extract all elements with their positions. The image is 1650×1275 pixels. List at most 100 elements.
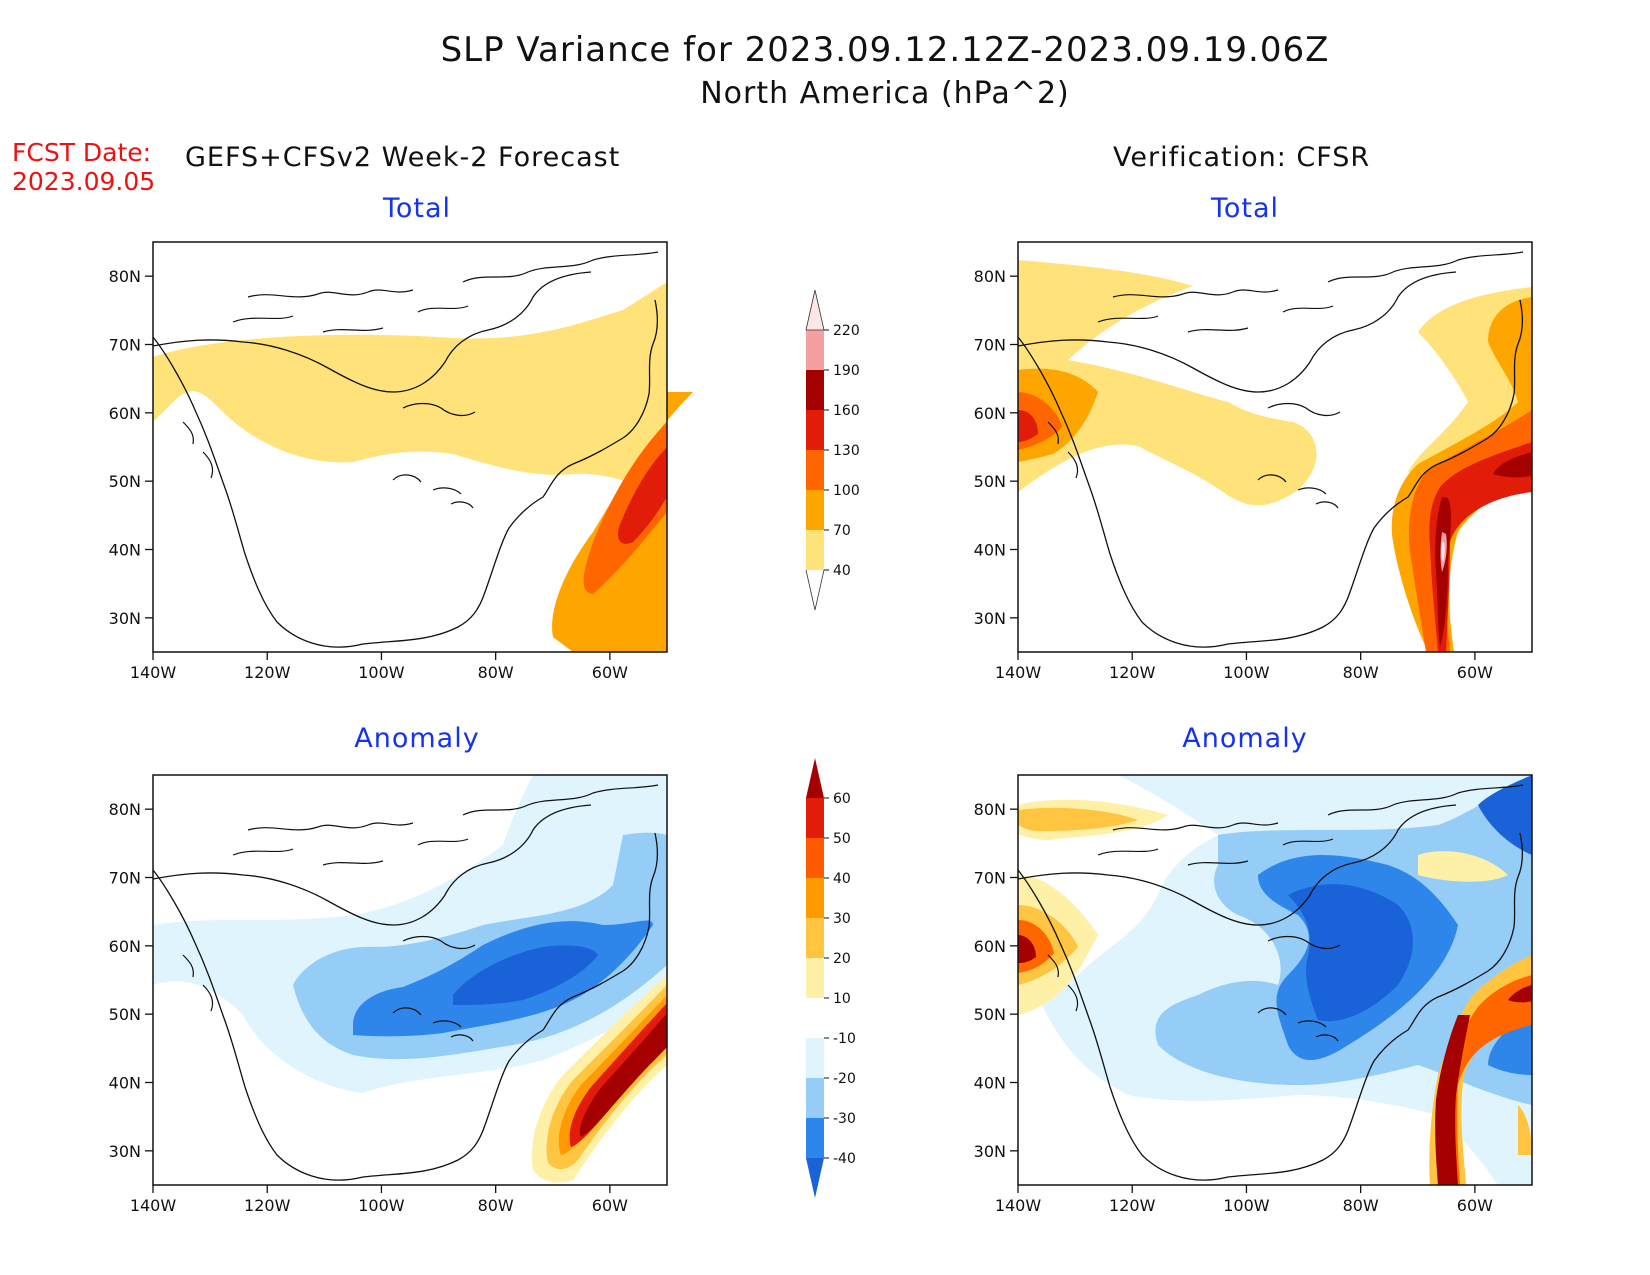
figure-title: SLP Variance for 2023.09.12.12Z-2023.09.… bbox=[440, 30, 1330, 70]
panel-title-verification-anomaly: Anomaly bbox=[1182, 723, 1308, 754]
lat-tick-label: 70N bbox=[109, 336, 141, 355]
lat-tick-label: 30N bbox=[974, 1142, 1006, 1161]
map-frame bbox=[152, 241, 668, 653]
map-forecast-total bbox=[152, 241, 693, 653]
colorbar-anomaly-label: 20 bbox=[833, 951, 851, 967]
lon-tick-label: 60W bbox=[1457, 663, 1493, 682]
left-column-title: GEFS+CFSv2 Week-2 Forecast bbox=[185, 142, 621, 173]
lon-tick-label: 60W bbox=[592, 663, 628, 682]
colorbar-anomaly-label: -40 bbox=[833, 1151, 856, 1167]
colorbar-anomaly-label: 30 bbox=[833, 911, 851, 927]
lat-tick-label: 50N bbox=[974, 1005, 1006, 1024]
lon-tick-label: 120W bbox=[244, 663, 291, 682]
colorbar-total: 40 70 100 130 160 190 220 bbox=[805, 289, 860, 611]
lon-tick-label: 140W bbox=[130, 663, 177, 682]
colorbar-anomaly-swatch bbox=[806, 798, 824, 838]
lat-tick-label: 50N bbox=[109, 1005, 141, 1024]
lon-tick-label: 80W bbox=[478, 1196, 514, 1215]
colorbar-anomaly-swatch bbox=[806, 1158, 824, 1198]
lat-tick-label: 80N bbox=[974, 800, 1006, 819]
lon-tick-label: 100W bbox=[1223, 1196, 1270, 1215]
colorbar-anomaly-swatch bbox=[806, 1038, 824, 1078]
lon-tick-label: 80W bbox=[1343, 1196, 1379, 1215]
colorbar-anomaly-swatch bbox=[806, 918, 824, 958]
lat-tick-label: 60N bbox=[974, 937, 1006, 956]
lat-tick-label: 50N bbox=[974, 472, 1006, 491]
shade-anom-verif-60-ne bbox=[1508, 985, 1532, 1003]
colorbar-total-label: 220 bbox=[833, 323, 860, 339]
fcst-label: FCST Date: bbox=[12, 138, 152, 167]
shade-total-forecast-130 bbox=[617, 447, 667, 544]
lat-tick-label: 40N bbox=[974, 1074, 1006, 1093]
shade-total-verif-40 bbox=[1018, 260, 1317, 506]
lat-tick-label: 70N bbox=[974, 869, 1006, 888]
lon-tick-label: 100W bbox=[358, 663, 405, 682]
colorbar-anomaly-label: 60 bbox=[833, 791, 851, 807]
colorbar-total-swatch bbox=[806, 490, 824, 530]
shade-total-verif-220 bbox=[1441, 542, 1445, 562]
shade-total-verif-160b bbox=[1493, 452, 1532, 478]
colorbar-anomaly-label: 50 bbox=[833, 831, 851, 847]
map-frame bbox=[1017, 241, 1533, 653]
shade-anom-verif-neg30-se bbox=[1488, 1015, 1532, 1075]
lat-tick-label: 40N bbox=[109, 541, 141, 560]
lon-tick-label: 100W bbox=[1223, 663, 1270, 682]
lon-tick-label: 120W bbox=[1109, 1196, 1156, 1215]
shade-anom-forecast-60 bbox=[579, 1013, 667, 1137]
lat-tick-label: 50N bbox=[109, 472, 141, 491]
colorbar-total-swatch bbox=[806, 410, 824, 450]
lon-tick-label: 120W bbox=[1109, 663, 1156, 682]
lat-tick-label: 60N bbox=[974, 404, 1006, 423]
lat-tick-label: 60N bbox=[109, 937, 141, 956]
map-frame bbox=[1017, 774, 1533, 1186]
shade-total-verif-130 bbox=[1429, 442, 1532, 652]
colorbar-total-swatch bbox=[806, 450, 824, 490]
colorbar-anomaly-label: -10 bbox=[833, 1031, 856, 1047]
lat-tick-label: 30N bbox=[974, 609, 1006, 628]
fcst-date-block: FCST Date: 2023.09.05 bbox=[12, 138, 155, 196]
lon-tick-label: 80W bbox=[478, 663, 514, 682]
shade-anom-verif-20-se bbox=[1518, 1105, 1532, 1155]
shade-anom-verif-10-ne bbox=[1418, 851, 1508, 882]
colorbar-anomaly-swatch bbox=[806, 758, 824, 798]
lon-tick-label: 120W bbox=[244, 1196, 291, 1215]
colorbar-anomaly-label: -20 bbox=[833, 1071, 856, 1087]
lat-tick-label: 60N bbox=[109, 404, 141, 423]
shade-total-verif-160 bbox=[1435, 497, 1452, 647]
shade-total-forecast-100 bbox=[583, 422, 667, 594]
lon-tick-label: 60W bbox=[592, 1196, 628, 1215]
colorbar-anomaly-label: 10 bbox=[833, 991, 851, 1007]
colorbar-anomaly-swatch bbox=[806, 1118, 824, 1158]
colorbar-total-label: 70 bbox=[833, 523, 851, 539]
lat-tick-label: 40N bbox=[109, 1074, 141, 1093]
lat-tick-label: 80N bbox=[109, 267, 141, 286]
map-verification-total bbox=[1017, 241, 1533, 653]
colorbar-total-swatch bbox=[806, 370, 824, 410]
shade-total-forecast-40 bbox=[153, 282, 667, 502]
colorbar-total-swatch bbox=[806, 530, 824, 570]
panel-title-verification-total: Total bbox=[1210, 193, 1280, 224]
lon-tick-label: 80W bbox=[1343, 663, 1379, 682]
colorbar-total-label: 100 bbox=[833, 483, 860, 499]
fcst-date: 2023.09.05 bbox=[12, 167, 156, 196]
shade-total-verif-130-west bbox=[1018, 410, 1038, 442]
lat-tick-label: 30N bbox=[109, 1142, 141, 1161]
colorbar-anomaly-swatch bbox=[806, 958, 824, 998]
shade-anom-verif-20-north bbox=[1018, 807, 1138, 831]
colorbar-anomaly-swatch bbox=[806, 998, 824, 1038]
lat-tick-label: 30N bbox=[109, 609, 141, 628]
colorbar-anomaly-swatch bbox=[806, 878, 824, 918]
shade-anom-verif-60-west bbox=[1018, 935, 1036, 963]
right-column-title: Verification: CFSR bbox=[1113, 142, 1371, 173]
lat-tick-label: 80N bbox=[109, 800, 141, 819]
colorbar-total-label: 130 bbox=[833, 443, 860, 459]
lat-tick-label: 70N bbox=[974, 336, 1006, 355]
colorbar-total-label: 160 bbox=[833, 403, 860, 419]
map-forecast-anomaly bbox=[152, 774, 668, 1186]
axis-ticks-layer: 80N 70N 60N 50N 40N 30N 140W 120W 100W 80W 60W 80N 7… bbox=[109, 267, 1493, 1215]
lat-tick-label: 40N bbox=[974, 541, 1006, 560]
lon-tick-label: 140W bbox=[130, 1196, 177, 1215]
colorbar-anomaly: -40 -30 -20 -10 10 20 30 40 50 60 bbox=[806, 758, 856, 1198]
shade-anom-forecast-neg40 bbox=[453, 945, 598, 1005]
